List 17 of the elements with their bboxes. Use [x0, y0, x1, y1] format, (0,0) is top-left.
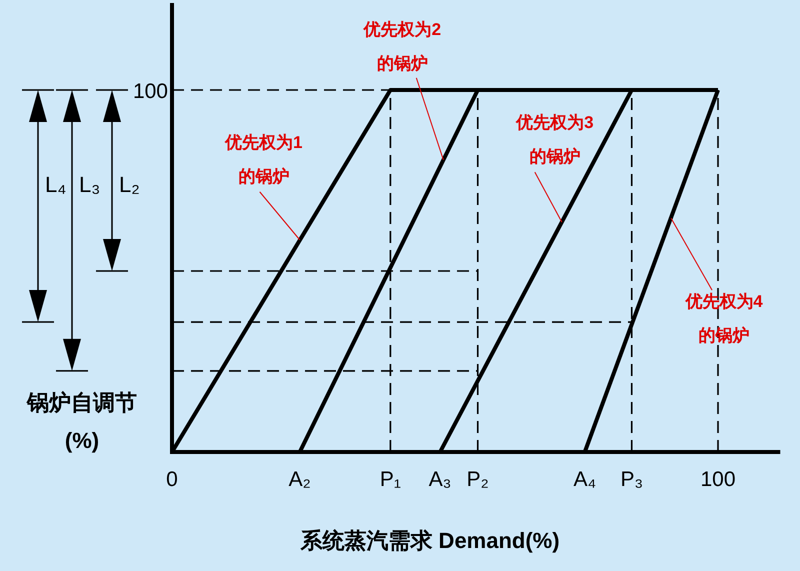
- x-tick-label: A₄: [573, 468, 596, 491]
- annotation: 优先权为3 的锅炉: [515, 113, 594, 166]
- annotation: 优先权为2 的锅炉: [362, 20, 442, 73]
- x-tick-label: P₃: [620, 468, 644, 491]
- text: 100: [132, 80, 168, 103]
- x-tick-label: 0: [166, 468, 178, 491]
- text: L₃: [79, 172, 100, 197]
- x-axis-title: 系统蒸汽需求 Demand(%): [299, 528, 560, 553]
- x-tick-label: A₃: [428, 468, 452, 491]
- x-tick-label: 100: [700, 468, 736, 491]
- text: L₄: [45, 172, 66, 197]
- annotation: 优先权为1 的锅炉: [224, 132, 302, 186]
- x-tick-label: P₂: [466, 468, 489, 491]
- x-tick-label: A₂: [288, 468, 311, 491]
- text: L₂: [119, 172, 140, 197]
- x-tick-label: P₁: [380, 468, 401, 491]
- y-axis-title: 锅炉自调节 (%): [26, 390, 137, 453]
